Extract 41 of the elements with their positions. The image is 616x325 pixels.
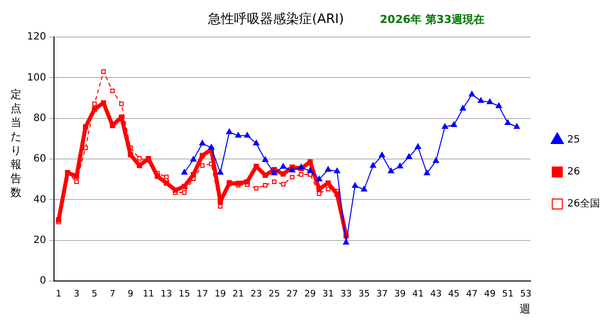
x-axis-title: 週: [519, 302, 530, 316]
x-tick-label: 27: [286, 290, 298, 300]
x-tick-label: 39: [394, 290, 406, 300]
y-axis-title: 定点当たり報告数: [10, 88, 22, 200]
x-tick-label: 1: [56, 290, 62, 300]
x-tick-label: 43: [430, 290, 442, 300]
x-tick-label: 51: [502, 290, 514, 300]
y-tick-label: 100: [26, 72, 46, 84]
y-tick-label: 0: [40, 276, 46, 287]
chart-subtitle: 2026年 第33週現在: [380, 13, 485, 26]
legend-label: 25: [567, 134, 580, 146]
legend-label: 26全国: [567, 198, 600, 210]
x-tick-label: 31: [322, 290, 334, 300]
x-tick-label: 7: [110, 290, 116, 300]
x-tick-label: 47: [466, 290, 478, 300]
y-tick-label: 120: [26, 32, 46, 43]
x-tick-label: 9: [128, 290, 134, 300]
y-tick-label: 40: [33, 194, 46, 206]
chart-title: 急性呼吸器感染症(ARI): [208, 12, 344, 27]
x-tick-label: 21: [232, 290, 244, 300]
x-tick-label: 3: [74, 290, 80, 300]
x-tick-label: 13: [160, 290, 172, 300]
x-tick-label: 25: [268, 290, 280, 300]
x-tick-label: 29: [304, 290, 316, 300]
x-tick-label: 45: [448, 290, 460, 300]
x-tick-label: 37: [376, 290, 388, 300]
x-tick-label: 5: [92, 290, 98, 300]
x-tick-label: 49: [484, 290, 496, 300]
x-tick-label: 17: [196, 290, 208, 300]
x-tick-label: 33: [340, 290, 352, 300]
y-tick-label: 80: [33, 112, 46, 124]
y-tick-label: 60: [33, 154, 46, 165]
x-tick-label: 15: [178, 290, 190, 300]
x-tick-label: 23: [250, 290, 262, 300]
legend-label: 26: [567, 166, 580, 178]
x-tick-label: 11: [142, 290, 154, 300]
x-tick-label: 19: [214, 290, 226, 300]
x-tick-label: 41: [412, 290, 424, 300]
x-tick-label: 35: [358, 290, 370, 300]
y-tick-label: 20: [33, 234, 46, 246]
x-tick-label: 53: [520, 290, 532, 300]
